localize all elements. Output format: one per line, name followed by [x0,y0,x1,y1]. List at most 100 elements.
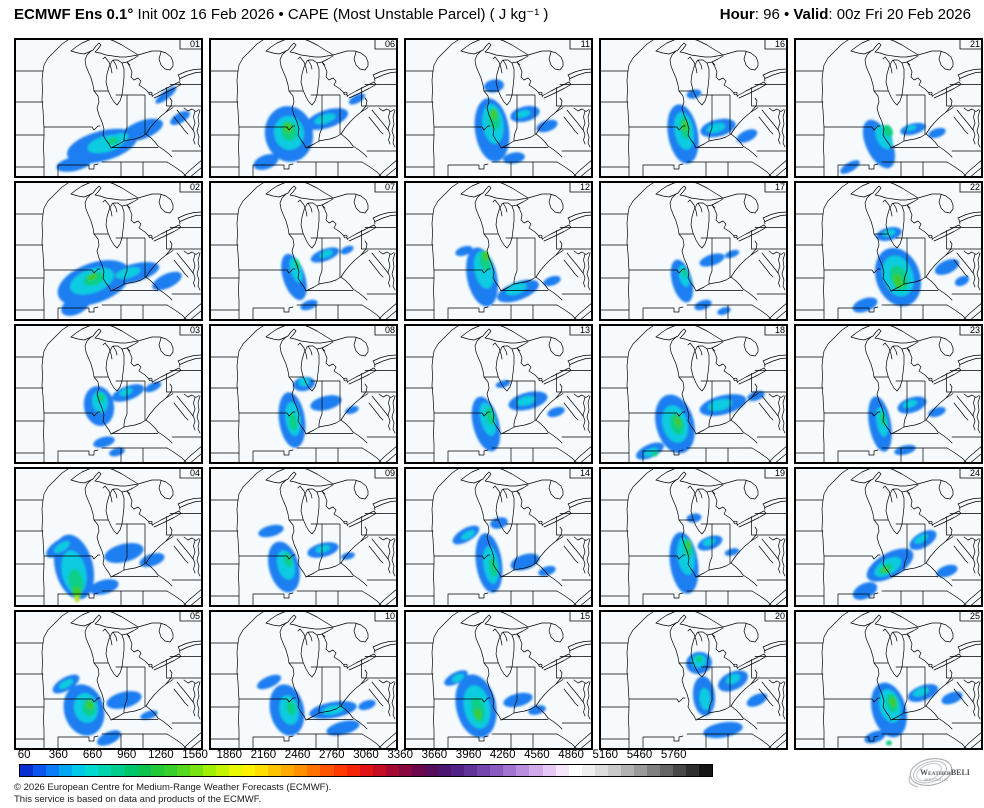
colorbar-segment [124,765,138,776]
weatherbell-logo: WEATHERBELL ANALYTICS LLC [898,750,972,798]
member-number-box [374,181,398,193]
panel-border [14,38,203,178]
panel-border [404,324,593,464]
member-number-box [179,467,203,479]
colorbar-tick: 360 [48,749,68,761]
colorbar-tick: 60 [17,749,31,761]
colorbar-segment [307,765,321,776]
cape-shading [636,390,765,460]
colorbar-segment [346,765,360,776]
colorbar-tick: 5160 [592,749,619,761]
cape-shading [452,517,556,593]
ensemble-member-panel-10: 10 [209,610,398,750]
member-number: 09 [385,468,395,478]
member-map: 12 [404,181,593,321]
colorbar-segment [150,765,164,776]
colorbar-segment [111,765,125,776]
colorbar-segment [555,765,569,776]
ensemble-member-panel-25: 25 [794,610,983,750]
cape-shading [474,79,558,164]
colorbar-segment [503,765,517,776]
ensemble-member-panel-14: 14 [404,467,593,607]
panel-border [209,324,398,464]
cape-shading [868,396,946,456]
cape-shading [253,93,366,170]
ensemble-member-panel-12: 12 [404,181,593,321]
colorbar-segment [294,765,308,776]
member-number: 03 [190,325,200,335]
chart-header: ECMWF Ens 0.1° Init 00z 16 Feb 2026 • CA… [14,5,971,25]
member-map: 19 [599,467,788,607]
ensemble-member-panel-20: 20 [599,610,788,750]
member-map: 20 [599,610,788,750]
cape-shading [852,226,970,313]
colorbar-segment [464,765,478,776]
colorbar [19,764,713,777]
member-map: 18 [599,324,788,464]
hour-value: : 96 • [754,6,794,23]
member-number-box [374,38,398,50]
cape-shading [256,674,376,736]
cape-shading [840,119,946,174]
member-number: 08 [385,325,395,335]
colorbar-tick: 2160 [250,749,277,761]
panel-border [794,610,983,750]
panel-border [794,324,983,464]
weatherbell-logo-swirl: WEATHERBELL ANALYTICS LLC [908,758,972,788]
colorbar-tick: 5460 [626,749,653,761]
colorbar-segment [660,765,674,776]
colorbar-tick: 1860 [216,749,243,761]
member-map: 06 [209,38,398,178]
colorbar-tick: 3960 [455,749,482,761]
colorbar-segment [137,765,151,776]
member-number-box [959,610,983,622]
member-number-box [179,324,203,336]
cape-shading [852,530,958,600]
ensemble-member-panel-24: 24 [794,467,983,607]
valid-value: : 00z Fri 20 Feb 2026 [828,6,971,23]
svg-text:WEATHERBELL: WEATHERBELL [920,768,970,777]
member-number: 14 [580,468,590,478]
member-map: 05 [14,610,203,750]
member-number-box [374,324,398,336]
colorbar-segment [607,765,621,776]
colorbar-segment [176,765,190,776]
ensemble-member-panel-02: 02 [14,181,203,321]
member-number: 07 [385,182,395,192]
panel-border [599,467,788,607]
panel-border [209,181,398,321]
colorbar-segment [673,765,687,776]
colorbar-segment [202,765,216,776]
ensemble-member-panel-13: 13 [404,324,593,464]
colorbar-segment [568,765,582,776]
colorbar-tick: 2460 [284,749,311,761]
member-number: 13 [580,325,590,335]
member-number-box [959,324,983,336]
colorbar-tick: 1260 [148,749,174,761]
colorbar-segment [33,765,47,776]
member-number: 23 [970,325,980,335]
panel-border [14,324,203,464]
logo-sub-text: ANALYTICS LLC [924,778,949,782]
cape-shading [281,245,354,311]
member-number-box [374,610,398,622]
ensemble-member-panel-09: 09 [209,467,398,607]
member-map: 04 [14,467,203,607]
ensemble-member-panel-05: 05 [14,610,203,750]
member-number: 20 [775,611,785,621]
panel-border [599,324,788,464]
member-number: 12 [580,182,590,192]
member-number-box [569,610,593,622]
member-map: 25 [794,610,983,750]
member-map: 21 [794,38,983,178]
member-number: 05 [190,611,200,621]
panel-border [794,467,983,607]
member-number-box [959,38,983,50]
colorbar-segment [268,765,282,776]
colorbar-segment [647,765,661,776]
member-number-box [179,38,203,50]
panel-border [404,38,593,178]
member-number: 18 [775,325,785,335]
ensemble-member-panel-23: 23 [794,324,983,464]
ensemble-member-panel-15: 15 [404,610,593,750]
